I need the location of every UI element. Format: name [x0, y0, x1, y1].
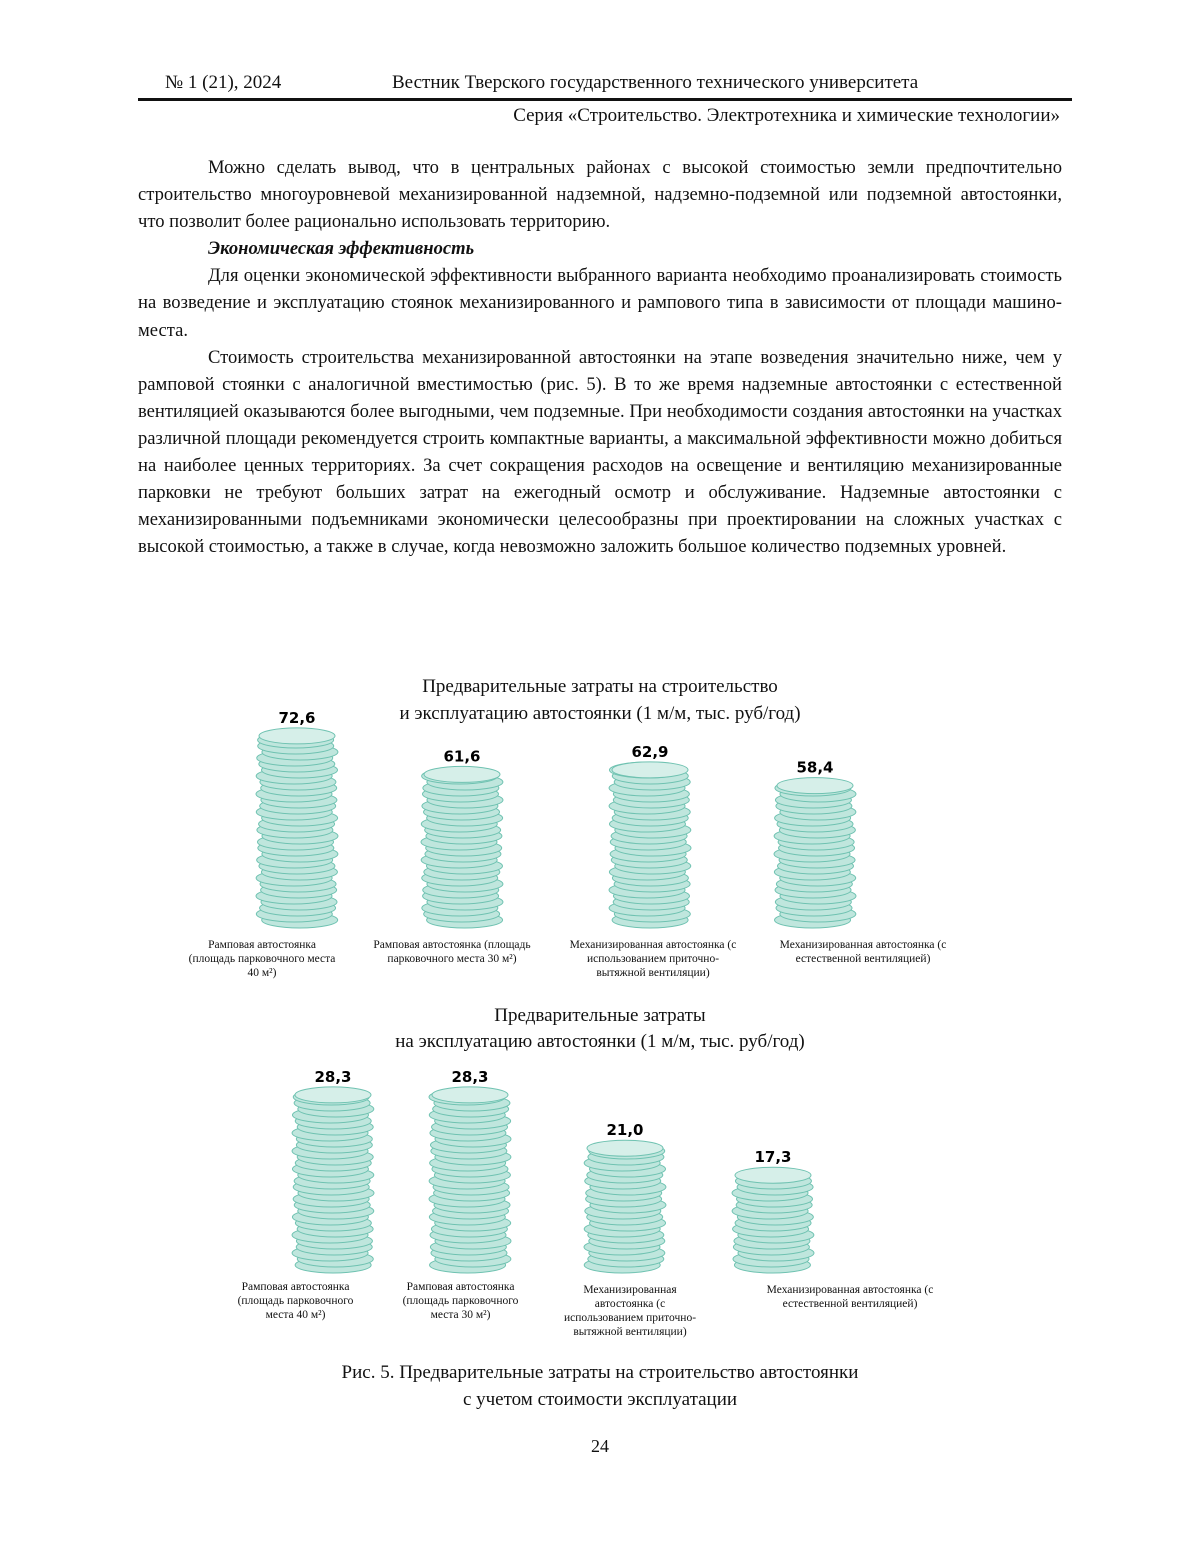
- coin-stack-bar: [429, 1087, 511, 1273]
- chart2-category-label: Рамповая автостоянка (площадь парковочно…: [388, 1280, 533, 1322]
- caption-line: Рис. 5. Предварительные затраты на строи…: [0, 1359, 1200, 1386]
- caption-line: с учетом стоимости эксплуатации: [0, 1386, 1200, 1413]
- coin-stack-bar: [774, 778, 856, 928]
- value-label: 17,3: [754, 1148, 791, 1166]
- chart1-category-label: Рамповая автостоянка (площадь парковочно…: [187, 938, 337, 980]
- coin-stack-bar: [584, 1140, 666, 1273]
- chart1-category-label: Механизированная автостоянка (с естестве…: [768, 938, 958, 966]
- value-label: 28,3: [451, 1068, 488, 1086]
- chart2-category-label: Механизированная автостоянка (с естестве…: [750, 1283, 950, 1311]
- chart2-category-label: Рамповая автостоянка (площадь парковочно…: [223, 1280, 368, 1322]
- coin-stack-bar: [732, 1167, 814, 1273]
- coin-stack-bar: [609, 762, 691, 928]
- value-label: 28,3: [314, 1068, 351, 1086]
- chart1-category-label: Механизированная автостоянка (с использо…: [563, 938, 743, 980]
- page-number: 24: [0, 1436, 1200, 1457]
- value-label: 72,6: [278, 709, 315, 727]
- value-label: 58,4: [796, 759, 833, 777]
- coin-stack-bar: [256, 728, 338, 928]
- figure-caption: Рис. 5. Предварительные затраты на строи…: [0, 1359, 1200, 1413]
- chart2-title-line2: на эксплуатацию автостоянки (1 м/м, тыс.…: [0, 1028, 1200, 1055]
- coin-stack-bar: [292, 1087, 374, 1273]
- value-label: 21,0: [606, 1121, 643, 1139]
- value-label: 61,6: [443, 747, 480, 765]
- value-label: 62,9: [631, 743, 668, 761]
- chart1-category-label: Рамповая автостоянка (площадь парковочно…: [357, 938, 547, 966]
- coin-stack-bar: [421, 766, 503, 928]
- chart2-title-line1: Предварительные затраты: [0, 1002, 1200, 1029]
- chart2-category-label: Механизированная автостоянка (с использо…: [555, 1283, 705, 1339]
